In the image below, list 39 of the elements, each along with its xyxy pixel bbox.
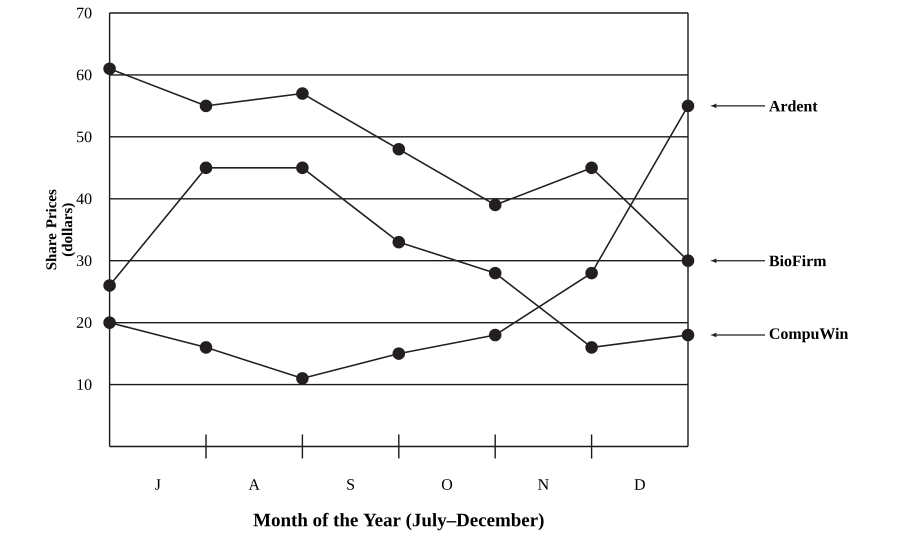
y-tick-label: 70 [77,8,92,18]
legend-label: BioFirm [769,255,826,266]
text: J [155,479,161,490]
text: N [538,479,549,490]
y-tick-label: 20 [76,317,92,328]
point [682,100,694,112]
point [392,347,406,360]
y-tick-label: 10 [78,379,92,390]
y-tick-label: 30 [76,255,92,266]
point [296,372,309,385]
point [103,62,116,76]
point [296,162,309,174]
point [488,266,502,280]
text: D [634,479,645,490]
y-tick-label: 40 [76,193,92,204]
point [392,236,406,248]
x-axis-title: Month of the Year (July–December) [254,512,544,530]
point [392,142,406,156]
legend-label: Ardent [769,100,818,112]
y-tick-label: 50 [77,131,92,142]
point [296,87,309,100]
legend-label: CompuWin [770,328,848,342]
text: O [442,479,452,490]
point [103,316,116,329]
text: S [347,479,354,490]
point [488,328,502,342]
point [488,198,502,212]
text: A [248,479,260,490]
point [200,100,212,112]
point [585,266,598,280]
point [682,254,694,267]
point [585,341,598,354]
point [200,162,212,174]
y-axis-title: Share Prices (dollars) [46,190,76,270]
y-tick-label: 60 [76,70,92,80]
point [585,162,598,174]
point [103,279,116,292]
point [682,328,694,342]
point [200,341,212,354]
